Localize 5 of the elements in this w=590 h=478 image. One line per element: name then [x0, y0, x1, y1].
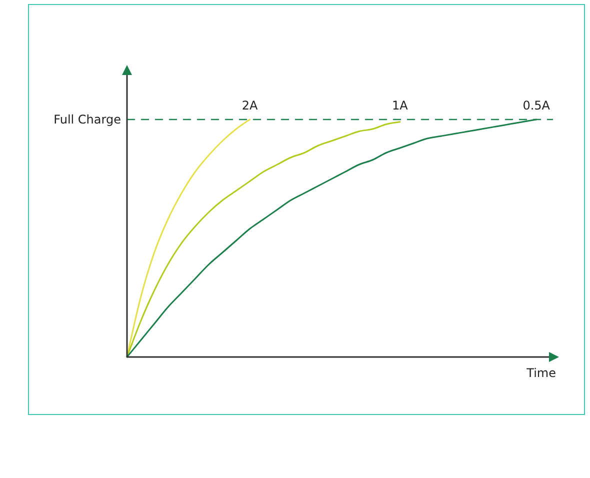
series-label: 2A [242, 98, 259, 112]
series-label: 1A [392, 98, 409, 112]
x-axis-title: Time [526, 366, 556, 380]
series-label: 0.5A [522, 98, 551, 112]
ref-line-label: Full Charge [54, 112, 121, 126]
